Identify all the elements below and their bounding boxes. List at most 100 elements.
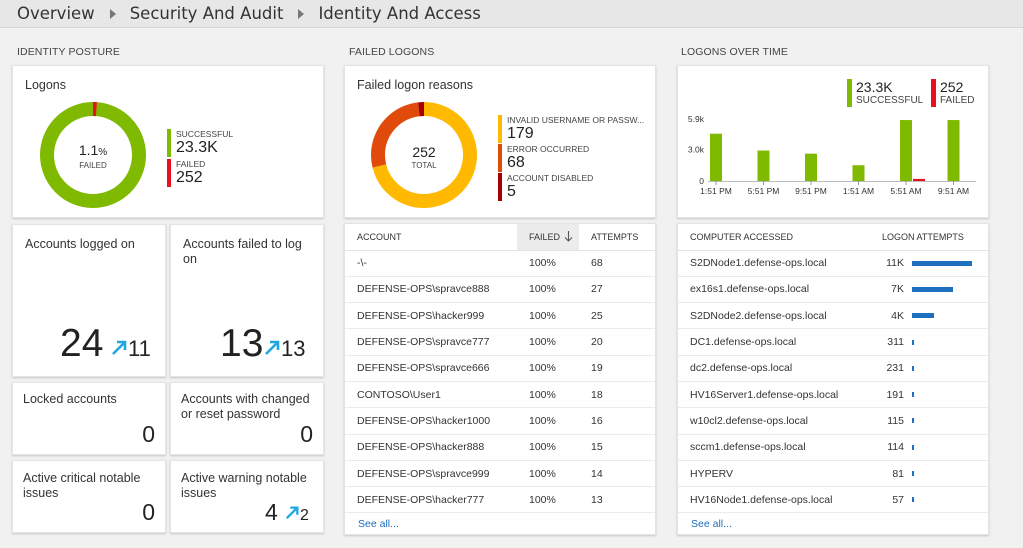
breadcrumb-overview[interactable]: Overview bbox=[17, 4, 95, 23]
computers-see-all-link[interactable]: See all... bbox=[691, 518, 732, 530]
logon-attempts-bar bbox=[912, 497, 914, 503]
legend-value: 179 bbox=[507, 125, 534, 142]
logon-attempts-bar bbox=[912, 260, 972, 266]
column-header-failed-label: FAILED bbox=[529, 231, 561, 242]
donut-segment-2 bbox=[371, 102, 477, 208]
attempts-cell: 20 bbox=[579, 328, 655, 356]
table-row[interactable]: S2DNode1.defense-ops.local 11K bbox=[678, 250, 988, 277]
failed-reasons-center-value: 252 bbox=[412, 144, 436, 160]
computer-cell: DC1.defense-ops.local bbox=[678, 328, 870, 356]
legend-value: 252 bbox=[176, 169, 203, 186]
table-header-row: ACCOUNT FAILED ATTEMPTS bbox=[345, 224, 655, 251]
account-cell: DEFENSE-OPS\hacker888 bbox=[345, 434, 517, 461]
accounts-logged-on-trend: 11 bbox=[111, 336, 151, 362]
account-cell: CONTOSO\User1 bbox=[345, 381, 517, 409]
table-row[interactable]: -\- 100% 68 bbox=[345, 250, 655, 277]
section-failed-logons: FAILED LOGONS bbox=[349, 46, 435, 58]
column-header-failed[interactable]: FAILED bbox=[517, 224, 579, 251]
logon-attempts-cell: 311 bbox=[870, 328, 988, 356]
critical-issues-tile[interactable]: Active critical notable issues 0 bbox=[12, 460, 166, 533]
successful-bar[interactable] bbox=[710, 133, 722, 181]
column-header-account[interactable]: ACCOUNT bbox=[345, 224, 517, 251]
logon-attempts-cell: 231 bbox=[870, 355, 988, 382]
logon-attempts-value: 311 bbox=[887, 336, 904, 349]
attempts-cell: 13 bbox=[579, 486, 655, 514]
logons-center: 1.1% FAILED bbox=[37, 142, 149, 170]
logons-tile[interactable]: Logons 1.1% FAILED SUCCESSFUL 23.3K FAIL… bbox=[12, 65, 324, 218]
failed-reasons-center: 252 TOTAL bbox=[368, 144, 480, 170]
legend-invalid-username: INVALID USERNAME OR PASSW... 179 bbox=[498, 115, 648, 143]
table-row[interactable]: DEFENSE-OPS\hacker999 100% 25 bbox=[345, 302, 655, 330]
logon-attempts-cell: 4K bbox=[870, 302, 988, 330]
table-row[interactable]: DEFENSE-OPS\spravce666 100% 19 bbox=[345, 355, 655, 382]
breadcrumb-security-and-audit[interactable]: Security And Audit bbox=[129, 4, 284, 23]
table-row[interactable]: w10cl2.defense-ops.local 115 bbox=[678, 407, 988, 435]
failed-reasons-title: Failed logon reasons bbox=[357, 78, 474, 92]
accounts-failed-tile[interactable]: Accounts failed to log on 13 13 bbox=[170, 224, 324, 377]
failed-cell: 100% bbox=[517, 302, 579, 330]
logons-over-time-tile[interactable]: 23.3K SUCCESSFUL 252 FAILED 5.9k 3.0k 0 1:5… bbox=[677, 65, 989, 218]
warning-issues-trend: 2 bbox=[285, 505, 309, 525]
table-row[interactable]: DEFENSE-OPS\hacker888 100% 15 bbox=[345, 434, 655, 461]
legend-value: 68 bbox=[507, 154, 525, 171]
chart-legend-successful: 23.3K SUCCESSFUL bbox=[847, 79, 923, 107]
successful-bar[interactable] bbox=[805, 153, 817, 181]
changed-password-tile[interactable]: Accounts with changed or reset password … bbox=[170, 382, 324, 455]
logons-title: Logons bbox=[25, 78, 67, 92]
sort-down-arrow-icon bbox=[564, 231, 573, 242]
table-row[interactable]: HYPERV 81 bbox=[678, 460, 988, 488]
attempts-cell: 18 bbox=[579, 381, 655, 409]
failed-reasons-tile[interactable]: Failed logon reasons 252 TOTAL INVALID U… bbox=[344, 65, 656, 218]
logons-center-value: 1.1 bbox=[78, 142, 99, 158]
accounts-logged-on-tile[interactable]: Accounts logged on 24 11 bbox=[12, 224, 166, 377]
table-row[interactable]: dc2.defense-ops.local 231 bbox=[678, 355, 988, 382]
table-row[interactable]: DEFENSE-OPS\hacker1000 100% 16 bbox=[345, 407, 655, 435]
table-row[interactable]: DEFENSE-OPS\hacker777 100% 13 bbox=[345, 486, 655, 514]
legend-account-disabled: ACCOUNT DISABLED 5 bbox=[498, 173, 593, 201]
accounts-failed-value: 13 bbox=[220, 322, 264, 365]
accounts-see-all-link[interactable]: See all... bbox=[358, 518, 399, 530]
logon-attempts-cell: 191 bbox=[870, 381, 988, 409]
successful-bar[interactable] bbox=[757, 150, 770, 181]
changed-password-title: Accounts with changed or reset password bbox=[181, 392, 310, 421]
locked-accounts-tile[interactable]: Locked accounts 0 bbox=[12, 382, 166, 455]
failed-cell: 100% bbox=[517, 486, 579, 514]
legend-swatch bbox=[498, 115, 502, 143]
legend-error-occurred: ERROR OCCURRED 68 bbox=[498, 144, 589, 172]
table-row[interactable]: DC1.defense-ops.local 311 bbox=[678, 328, 988, 356]
table-row[interactable]: ex16s1.defense-ops.local 7K bbox=[678, 276, 988, 304]
computer-cell: S2DNode1.defense-ops.local bbox=[678, 250, 870, 277]
column-header-logon-attempts[interactable]: LOGON ATTEMPTS bbox=[870, 224, 988, 251]
warning-issues-title: Active warning notable issues bbox=[181, 471, 307, 500]
attempts-cell: 19 bbox=[579, 355, 655, 382]
table-row[interactable]: S2DNode2.defense-ops.local 4K bbox=[678, 302, 988, 330]
logon-attempts-cell: 115 bbox=[870, 407, 988, 435]
table-row[interactable]: CONTOSO\User1 100% 18 bbox=[345, 381, 655, 409]
computers-accessed-table: COMPUTER ACCESSED LOGON ATTEMPTS S2DNode… bbox=[678, 224, 988, 514]
table-row[interactable]: HV16Server1.defense-ops.local 191 bbox=[678, 381, 988, 409]
successful-bar[interactable] bbox=[947, 120, 960, 181]
accounts-logged-on-title: Accounts logged on bbox=[25, 237, 135, 251]
account-cell: DEFENSE-OPS\spravce888 bbox=[345, 276, 517, 304]
legend-swatch bbox=[498, 144, 502, 172]
table-row[interactable]: DEFENSE-OPS\spravce888 100% 27 bbox=[345, 276, 655, 304]
failed-cell: 100% bbox=[517, 250, 579, 277]
accounts-logged-on-value: 24 bbox=[60, 322, 104, 365]
legend-swatch bbox=[498, 173, 502, 201]
column-header-computer[interactable]: COMPUTER ACCESSED bbox=[678, 224, 870, 251]
computer-cell: w10cl2.defense-ops.local bbox=[678, 407, 870, 435]
logon-attempts-value: 11K bbox=[886, 257, 904, 270]
table-row[interactable]: sccm1.defense-ops.local 114 bbox=[678, 434, 988, 461]
trend-value: 11 bbox=[128, 336, 151, 361]
warning-issues-tile[interactable]: Active warning notable issues 4 2 bbox=[170, 460, 324, 533]
failed-bar[interactable] bbox=[913, 178, 925, 181]
column-header-attempts[interactable]: ATTEMPTS bbox=[579, 224, 655, 251]
table-row[interactable]: HV16Node1.defense-ops.local 57 bbox=[678, 486, 988, 514]
table-row[interactable]: DEFENSE-OPS\spravce777 100% 20 bbox=[345, 328, 655, 356]
legend-label: ACCOUNT DISABLED bbox=[507, 173, 594, 183]
successful-bar[interactable] bbox=[852, 165, 865, 181]
table-row[interactable]: DEFENSE-OPS\spravce999 100% 14 bbox=[345, 460, 655, 488]
breadcrumb-identity-and-access: Identity And Access bbox=[318, 4, 481, 23]
successful-bar[interactable] bbox=[900, 120, 912, 181]
x-tick-label: 1:51 PM bbox=[700, 186, 732, 196]
